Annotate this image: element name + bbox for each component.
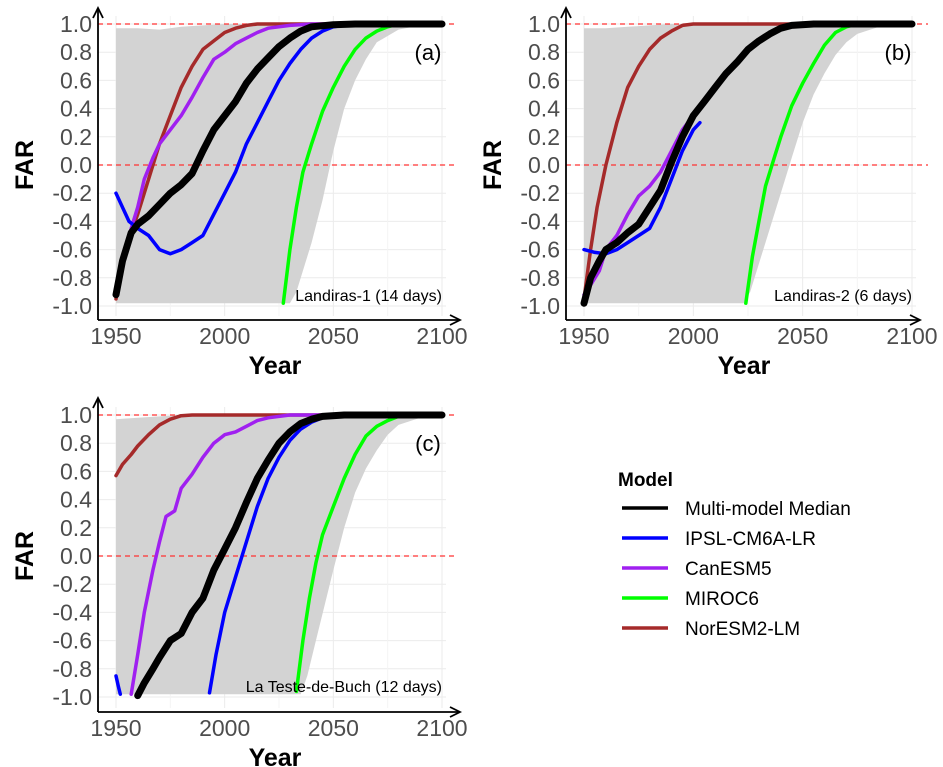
x-tick-label: 2050 <box>777 323 828 349</box>
x-tick-label: 2000 <box>199 715 250 741</box>
model-range-band <box>116 415 442 695</box>
x-tick-label: 1950 <box>558 323 609 349</box>
y-tick-label: 0.2 <box>60 515 92 541</box>
y-tick-label: 1.0 <box>60 11 92 37</box>
y-tick-label: 0.0 <box>60 152 92 178</box>
y-tick-label: -0.8 <box>520 265 560 291</box>
y-tick-label: 1.0 <box>528 11 560 37</box>
y-axis-arrow <box>92 5 104 19</box>
y-axis-title: FAR <box>479 140 507 190</box>
y-tick-label: 0.8 <box>528 39 560 65</box>
panel-a: -1.0-0.8-0.6 -0.4-0.20.00.20.4 0.60.81.0 19… <box>11 5 468 380</box>
panel-label: (c) <box>415 431 441 456</box>
panel-label: (a) <box>415 40 442 65</box>
y-tick-label: -1.0 <box>520 293 560 319</box>
series-line-multi-model-median <box>134 411 446 700</box>
y-tick-label: 0.6 <box>60 67 92 93</box>
y-tick-label: -0.2 <box>52 180 92 206</box>
panel-c: -1.0-0.8-0.6 -0.4-0.20.00.20.4 0.60.81.0 19… <box>11 395 468 767</box>
y-tick-label: -0.6 <box>52 237 92 263</box>
y-tick-label: -1.0 <box>52 684 92 710</box>
y-tick-label: -0.2 <box>520 180 560 206</box>
series-line-noresm2-lm <box>582 22 914 301</box>
series-line-canesm5 <box>114 22 444 294</box>
y-tick-label: 0.0 <box>528 152 560 178</box>
series-line-noresm2-lm <box>114 413 444 478</box>
x-axis-arrow <box>909 314 923 326</box>
x-tick-label: 2050 <box>308 323 359 349</box>
y-tick-label: -0.4 <box>52 208 92 234</box>
x-tick-label: 2100 <box>886 323 937 349</box>
x-axis-title: Year <box>249 352 302 380</box>
y-tick-label: -0.4 <box>52 599 92 625</box>
legend-label: IPSL-CM6A-LR <box>685 529 816 550</box>
y-tick-label: 1.0 <box>60 402 92 428</box>
y-tick-label: -0.6 <box>52 628 92 654</box>
x-tick-label: 1950 <box>90 323 141 349</box>
y-tick-label: 0.8 <box>60 39 92 65</box>
y-axis-arrow <box>560 5 572 19</box>
x-tick-label: 2000 <box>199 323 250 349</box>
legend-label: NorESM2-LM <box>685 619 800 640</box>
series-line-multi-model-median <box>580 20 916 307</box>
y-tick-label: 0.2 <box>528 124 560 150</box>
y-tick-label: 0.4 <box>60 96 92 122</box>
y-tick-label: 0.0 <box>60 543 92 569</box>
series-line-ipsl-cm6a-lr <box>114 22 444 256</box>
panel-annotation: Landiras-1 (14 days) <box>295 288 442 305</box>
y-tick-label: -1.0 <box>52 293 92 319</box>
panel-annotation: La Teste-de-Buch (12 days) <box>246 679 442 696</box>
y-tick-label: 0.4 <box>60 487 92 513</box>
x-axis-title: Year <box>249 744 302 767</box>
legend: Model Multi-model Median IPSL-CM6A-LR CanES… <box>618 470 851 640</box>
series-line-miroc6 <box>744 22 914 305</box>
y-tick-label: 0.4 <box>528 96 560 122</box>
y-tick-label: -0.8 <box>52 265 92 291</box>
x-tick-label: 2100 <box>416 323 467 349</box>
y-axis-title: FAR <box>11 531 39 581</box>
y-axis-title: FAR <box>11 140 39 190</box>
panel-label: (b) <box>885 40 912 65</box>
legend-label: Multi-model Median <box>685 499 851 520</box>
y-tick-label: -0.6 <box>520 237 560 263</box>
x-tick-label: 2050 <box>308 715 359 741</box>
panel-b: -1.0-0.8-0.6 -0.4-0.20.00.20.4 0.60.81.0 19… <box>479 5 938 380</box>
legend-label: CanESM5 <box>685 559 772 580</box>
series-line-miroc6 <box>281 22 444 305</box>
panel-annotation: Landiras-2 (6 days) <box>774 288 912 305</box>
x-axis-arrow <box>449 706 463 718</box>
x-tick-label: 1950 <box>90 715 141 741</box>
x-axis-arrow <box>449 314 463 326</box>
y-axis-arrow <box>92 395 104 409</box>
model-range-band <box>584 24 912 304</box>
series-line-multi-model-median <box>112 20 446 299</box>
x-tick-label: 2100 <box>416 715 467 741</box>
y-tick-label: -0.2 <box>52 571 92 597</box>
series-line-ipsl-cm6a-lr <box>114 674 123 696</box>
y-tick-label: -0.4 <box>520 208 560 234</box>
legend-title: Model <box>618 470 673 491</box>
y-tick-label: -0.8 <box>52 656 92 682</box>
x-tick-label: 2000 <box>668 323 719 349</box>
y-tick-label: 0.6 <box>528 67 560 93</box>
y-tick-label: 0.8 <box>60 430 92 456</box>
y-tick-label: 0.6 <box>60 458 92 484</box>
y-tick-label: 0.2 <box>60 124 92 150</box>
x-axis-title: Year <box>718 352 771 380</box>
legend-label: MIROC6 <box>685 589 759 610</box>
model-range-band <box>116 24 442 304</box>
series-line-canesm5 <box>129 413 444 696</box>
